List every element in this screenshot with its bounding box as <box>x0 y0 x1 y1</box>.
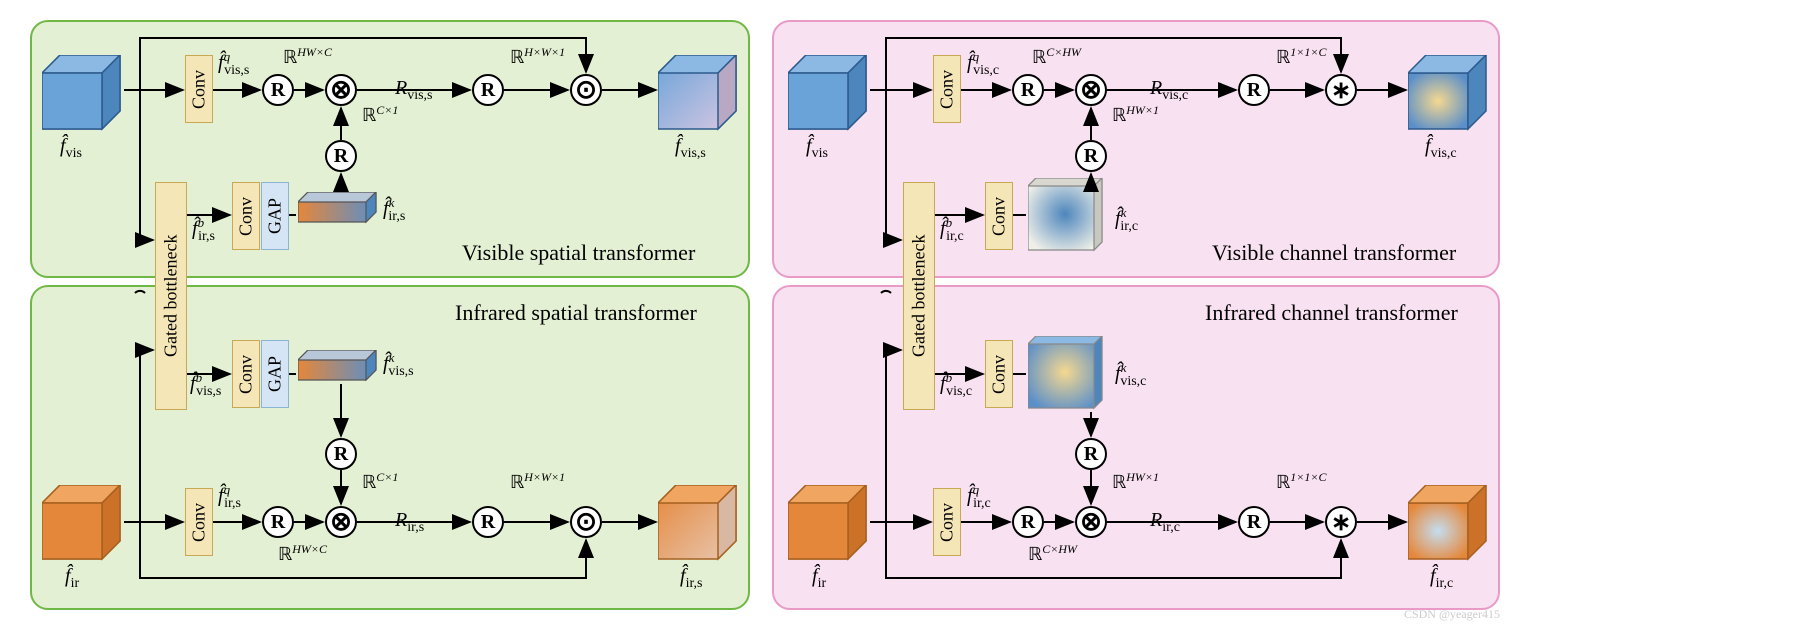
op-r-vis-s-1: R <box>262 74 294 106</box>
bar-f-vis-sk <box>298 350 378 384</box>
op-r-ir-s-2: R <box>472 506 504 538</box>
op-dot-vis-s: ⊙ <box>570 74 602 106</box>
conv-ir-ck: Conv <box>985 182 1013 250</box>
dim-cx1-vis-s: ℝC×1 <box>362 103 398 126</box>
label-r-vis-c: Rvis,c <box>1150 77 1188 104</box>
dim-hwx1-vis-c: ℝHW×1 <box>1112 103 1159 126</box>
dim-hxwx1-vis-s: ℝH×W×1 <box>510 45 565 68</box>
label-f-vis-cb: f̂bvis,c <box>940 370 972 400</box>
op-r-vis-c-3: R <box>1075 140 1107 172</box>
label-f-ir-c: f̂ir,c <box>1430 565 1453 592</box>
op-r-ir-s-3: R <box>325 438 357 470</box>
label-f-vis-sk: f̂kvis,s <box>383 350 414 380</box>
op-r-ir-c-3: R <box>1075 438 1107 470</box>
title-vis-spatial: Visible spatial transformer <box>462 240 695 266</box>
label-f-vis-sq: f̂qvis,s <box>218 49 249 79</box>
panel-infrared-spatial <box>30 285 750 610</box>
label-f-ir-cb: f̂bir,c <box>940 215 964 245</box>
label-f-vis-left: f̂vis <box>60 135 82 162</box>
label-f-ir-s: f̂ir,s <box>680 565 703 592</box>
gap-ir-k: GAP <box>261 182 289 250</box>
label-f-vis-cq: f̂qvis,c <box>967 49 999 79</box>
label-r-ir-c: Rir,c <box>1150 509 1180 536</box>
label-f-vis-ck: f̂kvis,c <box>1115 360 1146 390</box>
conv-ir-c: Conv <box>933 488 961 556</box>
gated-bottleneck-left: Gated bottleneck <box>155 182 187 410</box>
gap-vis-k: GAP <box>261 340 289 408</box>
square-f-ir-ck <box>1028 178 1104 254</box>
dim-hwxc-vis-s: ℝHW×C <box>283 45 332 68</box>
label-f-ir-sk: f̂kir,s <box>383 195 405 225</box>
cube-f-ir-left <box>42 485 124 563</box>
op-conv-vis-c: ∗ <box>1325 74 1357 106</box>
watermark: CSDN @yeager415 <box>1404 607 1500 622</box>
op-r-vis-s-2: R <box>472 74 504 106</box>
conv-vis-k: Conv <box>232 340 260 408</box>
conv-ir-s: Conv <box>185 488 213 556</box>
op-conv-ir-c: ∗ <box>1325 506 1357 538</box>
label-f-ir-ck: f̂kir,c <box>1115 205 1138 235</box>
gated-bottleneck-right: Gated bottleneck <box>903 182 935 410</box>
dim-cxhw-vis-c: ℝC×HW <box>1032 45 1081 68</box>
dim-hxwx1-ir-s: ℝH×W×1 <box>510 470 565 493</box>
cube-f-ir-c <box>1408 485 1490 563</box>
square-f-vis-ck <box>1028 336 1104 412</box>
dim-1x1xc-vis-c: ℝ1×1×C <box>1276 45 1326 68</box>
label-f-vis-c: f̂vis,c <box>1425 135 1457 162</box>
cube-f-vis-c <box>1408 55 1490 133</box>
cube-f-ir-right <box>788 485 870 563</box>
op-r-vis-c-1: R <box>1012 74 1044 106</box>
dim-hwx1-ir-c: ℝHW×1 <box>1112 470 1159 493</box>
conv-vis-c: Conv <box>933 55 961 123</box>
cube-f-ir-s <box>658 485 740 563</box>
op-mul-vis-s: ⊗ <box>325 74 357 106</box>
dim-cxhw-ir-c: ℝC×HW <box>1028 542 1077 565</box>
title-ir-spatial: Infrared spatial transformer <box>455 300 697 326</box>
label-f-ir-right: f̂ir <box>812 565 826 592</box>
conv-ir-k: Conv <box>232 182 260 250</box>
cube-f-vis-left <box>42 55 124 133</box>
panel-infrared-channel <box>772 285 1500 610</box>
label-f-ir-left: f̂ir <box>65 565 79 592</box>
conv-vis-s: Conv <box>185 55 213 123</box>
op-mul-vis-c: ⊗ <box>1075 74 1107 106</box>
op-r-ir-s-1: R <box>262 506 294 538</box>
label-f-ir-cq: f̂qir,c <box>967 482 991 512</box>
label-f-vis-s: f̂vis,s <box>675 135 706 162</box>
dim-hwxc-ir-s: ℝHW×C <box>278 542 327 565</box>
op-r-ir-c-2: R <box>1238 506 1270 538</box>
dim-cx1-ir-s: ℝC×1 <box>362 470 398 493</box>
label-f-vis-sb: f̂bvis,s <box>190 370 221 400</box>
label-r-vis-s: Rvis,s <box>395 77 433 104</box>
op-r-vis-c-2: R <box>1238 74 1270 106</box>
op-mul-ir-s: ⊗ <box>325 506 357 538</box>
conv-vis-ck: Conv <box>985 340 1013 408</box>
label-f-vis-right: f̂vis <box>806 135 828 162</box>
op-dot-ir-s: ⊙ <box>570 506 602 538</box>
op-mul-ir-c: ⊗ <box>1075 506 1107 538</box>
dim-1x1xc-ir-c: ℝ1×1×C <box>1276 470 1326 493</box>
label-f-ir-sq: f̂qir,s <box>218 482 241 512</box>
title-vis-channel: Visible channel transformer <box>1212 240 1456 266</box>
bar-f-ir-sk <box>298 192 378 226</box>
op-r-vis-s-3: R <box>325 140 357 172</box>
title-ir-channel: Infrared channel transformer <box>1205 300 1458 326</box>
label-r-ir-s: Rir,s <box>395 509 424 536</box>
cube-f-vis-s <box>658 55 740 133</box>
label-f-ir-sb: f̂bir,s <box>192 215 215 245</box>
cube-f-vis-right <box>788 55 870 133</box>
op-r-ir-c-1: R <box>1012 506 1044 538</box>
